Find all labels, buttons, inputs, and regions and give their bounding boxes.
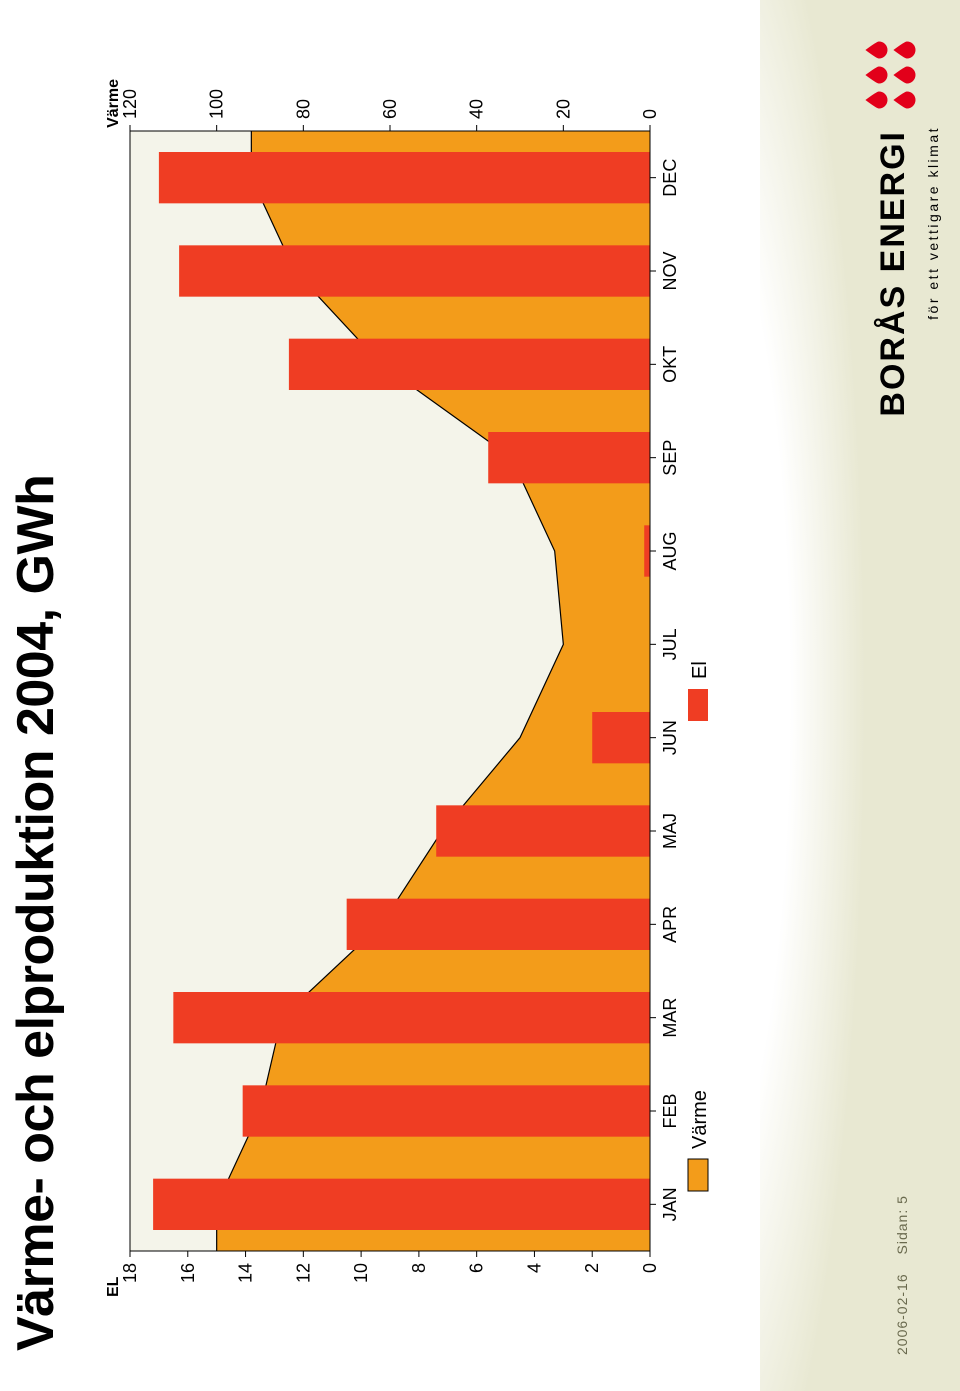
svg-text:Värme: Värme xyxy=(689,1090,711,1149)
svg-text:0: 0 xyxy=(640,1263,660,1273)
logo-text: BORÅS ENERGI xyxy=(874,130,913,417)
svg-text:8: 8 xyxy=(409,1263,429,1273)
svg-text:JUN: JUN xyxy=(660,720,680,755)
svg-text:100: 100 xyxy=(207,89,227,119)
svg-text:AUG: AUG xyxy=(660,531,680,570)
svg-text:120: 120 xyxy=(120,89,140,119)
svg-text:El: El xyxy=(689,661,711,679)
production-chart: 0 2 4 6 8 10 12 14 16 18 0 20 40 60 80 100 120 JAN FEB MAR A… xyxy=(90,41,750,1341)
svg-text:12: 12 xyxy=(293,1263,313,1283)
svg-text:JUL: JUL xyxy=(660,628,680,660)
svg-text:16: 16 xyxy=(178,1263,198,1283)
svg-text:SEP: SEP xyxy=(660,440,680,476)
svg-text:EL: EL xyxy=(105,1276,122,1297)
svg-text:10: 10 xyxy=(351,1263,371,1283)
svg-text:MAJ: MAJ xyxy=(660,813,680,849)
svg-text:6: 6 xyxy=(467,1263,487,1273)
slide-footer: 2006-02-16 Sidan: 5 BORÅS ENERGI för ett… xyxy=(862,0,942,1391)
logo-tagline: för ett vettigare klimat xyxy=(925,126,941,417)
svg-text:18: 18 xyxy=(120,1263,140,1283)
svg-text:MAR: MAR xyxy=(660,998,680,1038)
svg-text:Värme: Värme xyxy=(105,79,122,128)
svg-text:80: 80 xyxy=(293,99,313,119)
svg-text:NOV: NOV xyxy=(660,251,680,290)
svg-text:2: 2 xyxy=(582,1263,602,1273)
svg-text:JAN: JAN xyxy=(660,1187,680,1221)
svg-text:20: 20 xyxy=(553,99,573,119)
svg-text:FEB: FEB xyxy=(660,1093,680,1128)
svg-text:0: 0 xyxy=(640,109,660,119)
svg-text:4: 4 xyxy=(524,1263,544,1273)
company-logo: BORÅS ENERGI för ett vettigare klimat xyxy=(863,36,941,417)
footer-date: 2006-02-16 xyxy=(894,1273,910,1355)
svg-text:APR: APR xyxy=(660,906,680,943)
logo-droplets-icon xyxy=(863,36,923,114)
slide-title: Värme- och elproduktion 2004, GWh xyxy=(6,40,66,1351)
footer-page: Sidan: 5 xyxy=(894,1195,910,1254)
svg-text:40: 40 xyxy=(467,99,487,119)
svg-text:60: 60 xyxy=(380,99,400,119)
svg-text:OKT: OKT xyxy=(660,346,680,383)
svg-text:14: 14 xyxy=(236,1263,256,1283)
svg-text:DEC: DEC xyxy=(660,159,680,197)
